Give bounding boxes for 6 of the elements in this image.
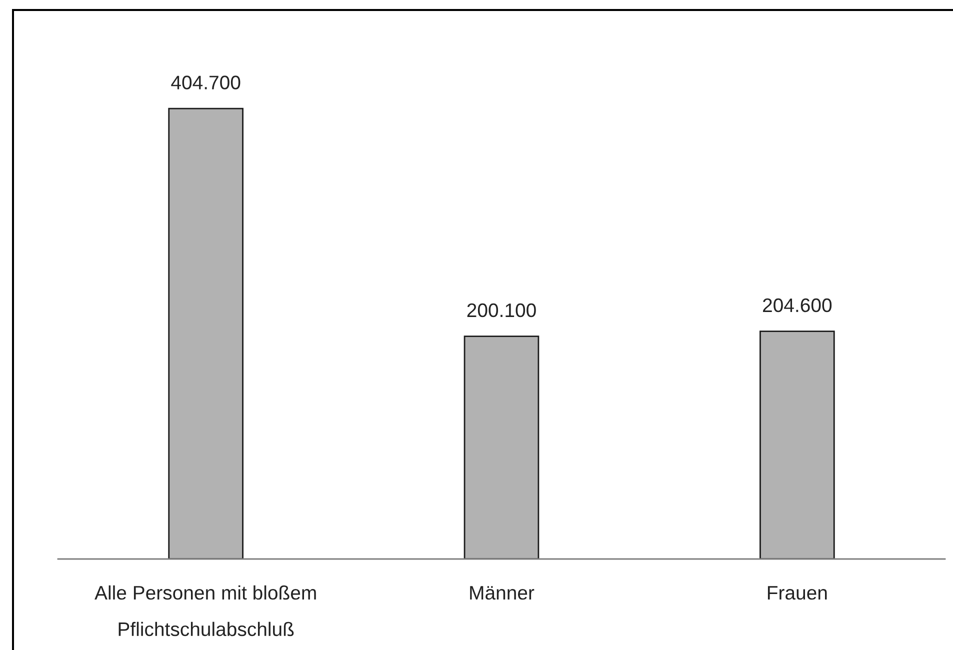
x-tick-label: Alle Personen mit bloßem Pflichtschulabschluß — [94, 585, 316, 636]
x-tick-label: Männer — [470, 586, 534, 600]
data-label: 200.100 — [467, 303, 536, 318]
data-label: 404.700 — [171, 76, 240, 90]
x-tick-label: Frauen — [768, 586, 827, 600]
data-label: 204.600 — [763, 298, 832, 312]
